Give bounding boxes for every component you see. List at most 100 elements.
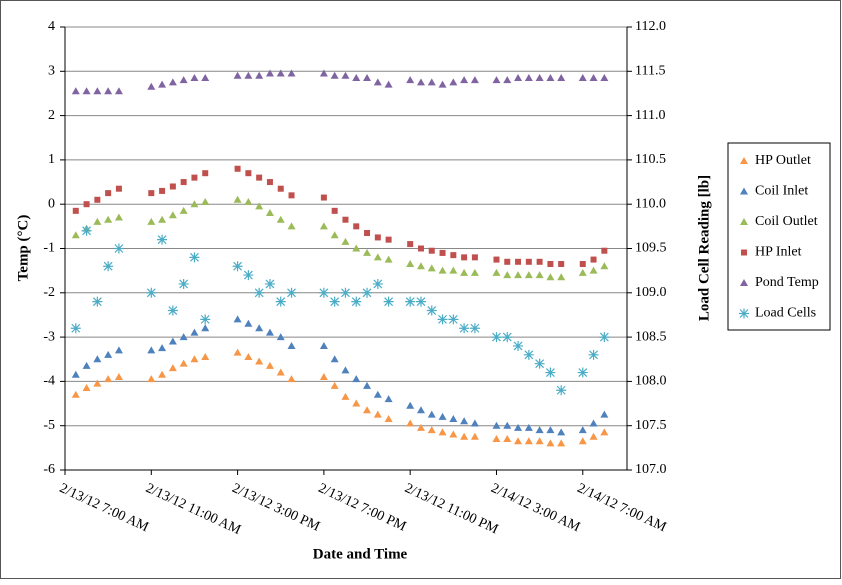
marker xyxy=(104,215,113,223)
marker xyxy=(254,287,265,298)
marker xyxy=(493,256,500,263)
marker xyxy=(201,197,210,205)
marker xyxy=(71,370,80,378)
legend-box xyxy=(727,142,831,331)
marker xyxy=(427,264,436,272)
y2-tick-label: 110.5 xyxy=(635,152,666,167)
marker xyxy=(600,73,609,81)
marker xyxy=(363,381,372,389)
marker xyxy=(319,222,328,230)
marker xyxy=(147,375,156,383)
marker xyxy=(352,244,361,252)
marker xyxy=(460,432,469,440)
marker xyxy=(287,375,296,383)
marker xyxy=(536,258,543,265)
marker xyxy=(427,78,436,86)
marker xyxy=(244,71,253,79)
legend-label: HP Inlet xyxy=(755,245,802,260)
marker xyxy=(557,73,566,81)
marker xyxy=(264,278,275,289)
marker xyxy=(460,76,469,84)
marker xyxy=(330,71,339,79)
marker xyxy=(741,249,747,256)
marker xyxy=(740,157,748,164)
marker xyxy=(94,196,101,203)
marker xyxy=(449,430,458,438)
marker xyxy=(535,426,544,434)
marker xyxy=(437,314,448,325)
marker xyxy=(384,395,393,403)
y-tick-label: 2 xyxy=(48,108,55,123)
marker xyxy=(147,346,156,354)
marker xyxy=(244,197,253,205)
marker xyxy=(515,258,522,265)
marker xyxy=(265,209,274,217)
marker xyxy=(92,296,103,307)
marker xyxy=(362,287,373,298)
marker xyxy=(341,237,350,245)
marker xyxy=(426,305,437,316)
marker xyxy=(492,421,501,429)
y2-tick-label: 109.0 xyxy=(635,285,667,300)
marker xyxy=(470,76,479,84)
marker xyxy=(180,179,187,186)
marker xyxy=(190,200,199,208)
y-tick-label: -5 xyxy=(43,418,55,433)
y-tick-label: -6 xyxy=(43,462,55,477)
marker xyxy=(147,217,156,225)
marker xyxy=(470,268,479,276)
marker xyxy=(503,271,512,279)
marker xyxy=(589,73,598,81)
marker xyxy=(416,262,425,270)
marker xyxy=(524,423,533,431)
marker xyxy=(384,80,393,88)
y2-tick-label: 108.5 xyxy=(635,329,667,344)
marker xyxy=(513,340,524,351)
marker xyxy=(601,247,608,254)
marker xyxy=(384,255,393,263)
marker xyxy=(190,328,199,336)
marker xyxy=(276,215,285,223)
marker xyxy=(438,80,447,88)
marker xyxy=(406,419,415,427)
marker xyxy=(546,273,555,281)
marker xyxy=(340,287,351,298)
y-tick-label: 1 xyxy=(48,152,55,167)
marker xyxy=(319,372,328,380)
marker xyxy=(492,434,501,442)
marker xyxy=(352,73,361,81)
marker xyxy=(233,195,242,203)
marker xyxy=(589,266,598,274)
marker xyxy=(589,432,598,440)
marker xyxy=(255,357,264,365)
marker xyxy=(201,73,210,81)
marker xyxy=(514,437,523,445)
marker xyxy=(276,368,285,376)
marker xyxy=(179,359,188,367)
marker xyxy=(82,384,91,392)
marker xyxy=(179,76,188,84)
marker xyxy=(353,223,360,230)
y-tick-label: -1 xyxy=(43,241,55,256)
marker xyxy=(330,355,339,363)
marker xyxy=(557,273,566,281)
marker xyxy=(179,333,188,341)
marker xyxy=(600,410,609,418)
y2-tick-label: 107.0 xyxy=(635,462,667,477)
marker xyxy=(72,207,79,214)
marker xyxy=(276,69,285,77)
marker xyxy=(535,73,544,81)
marker xyxy=(740,187,748,195)
marker xyxy=(352,399,361,407)
marker xyxy=(384,415,393,423)
y2-tick-label: 108.0 xyxy=(635,374,667,389)
marker xyxy=(599,332,610,343)
marker xyxy=(546,439,555,447)
marker xyxy=(525,258,532,265)
marker xyxy=(320,194,327,201)
marker xyxy=(255,324,264,332)
marker xyxy=(115,185,122,192)
marker xyxy=(449,415,458,423)
marker xyxy=(363,248,372,256)
